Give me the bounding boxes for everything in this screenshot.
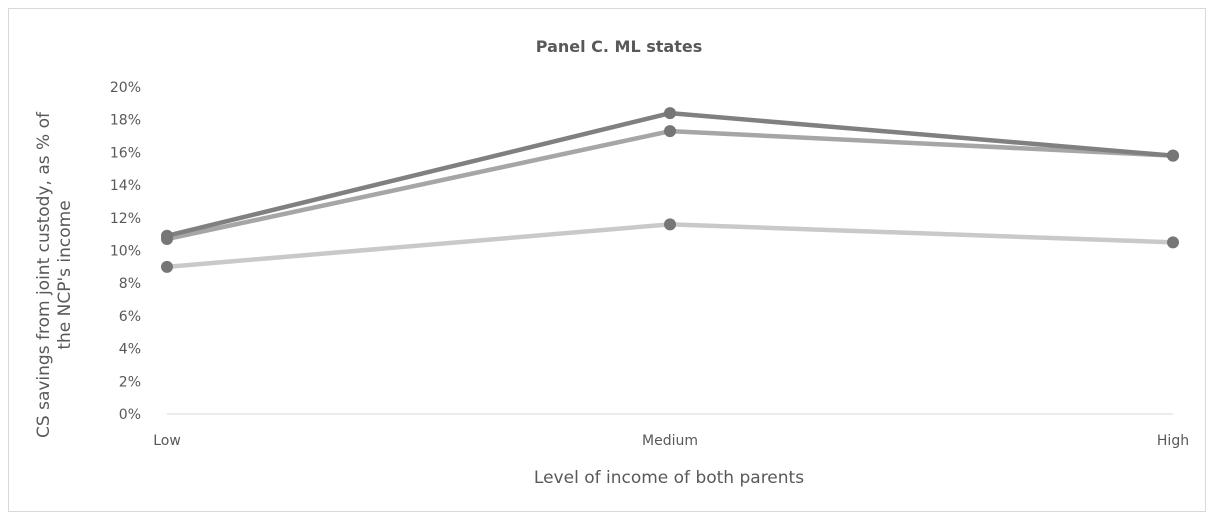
y-tick-label: 4% <box>119 342 141 358</box>
series-line-3 <box>164 222 1176 270</box>
y-tick-label: 12% <box>110 211 141 227</box>
y-tick-label: 6% <box>119 309 141 325</box>
data-point-series-2 <box>664 125 676 138</box>
x-tick-label: Medium <box>642 433 698 449</box>
y-axis-title-line-2: the NCP's income <box>55 200 75 349</box>
data-point-series-1 <box>1167 149 1179 162</box>
y-tick-label: 18% <box>110 113 141 129</box>
y-axis-ticks: 0% 2% 4% 6% 8% 10% 12% 14% 16% 18% 20% <box>110 80 141 423</box>
y-tick-label: 20% <box>110 80 141 96</box>
y-tick-label: 2% <box>119 374 141 390</box>
data-point-series-3 <box>1167 236 1179 249</box>
y-tick-label: 10% <box>110 244 141 260</box>
x-tick-label: Low <box>153 433 181 449</box>
x-tick-label: High <box>1157 433 1189 449</box>
y-tick-label: 0% <box>119 407 141 423</box>
data-point-series-1 <box>161 229 173 242</box>
y-axis-title: CS savings from joint custody, as % of t… <box>34 111 75 438</box>
y-tick-label: 14% <box>110 178 141 194</box>
y-tick-label: 16% <box>110 145 141 161</box>
x-axis-ticks: Low Medium High <box>153 433 1189 449</box>
y-axis-title-line-1: CS savings from joint custody, as % of <box>34 111 54 438</box>
chart-title: Panel C. ML states <box>536 37 702 56</box>
line-chart: Panel C. ML states 0% 2% 4% 6% 8% 10% 12% 14% 16… <box>34 37 1189 488</box>
data-point-series-1 <box>664 107 676 120</box>
data-point-series-3 <box>161 260 173 273</box>
data-point-series-3 <box>664 218 676 231</box>
series-group <box>161 107 1179 273</box>
y-tick-label: 8% <box>119 276 141 292</box>
chart-frame: Panel C. ML states 0% 2% 4% 6% 8% 10% 12% 14% 16… <box>8 8 1206 512</box>
x-axis-title: Level of income of both parents <box>534 468 804 488</box>
